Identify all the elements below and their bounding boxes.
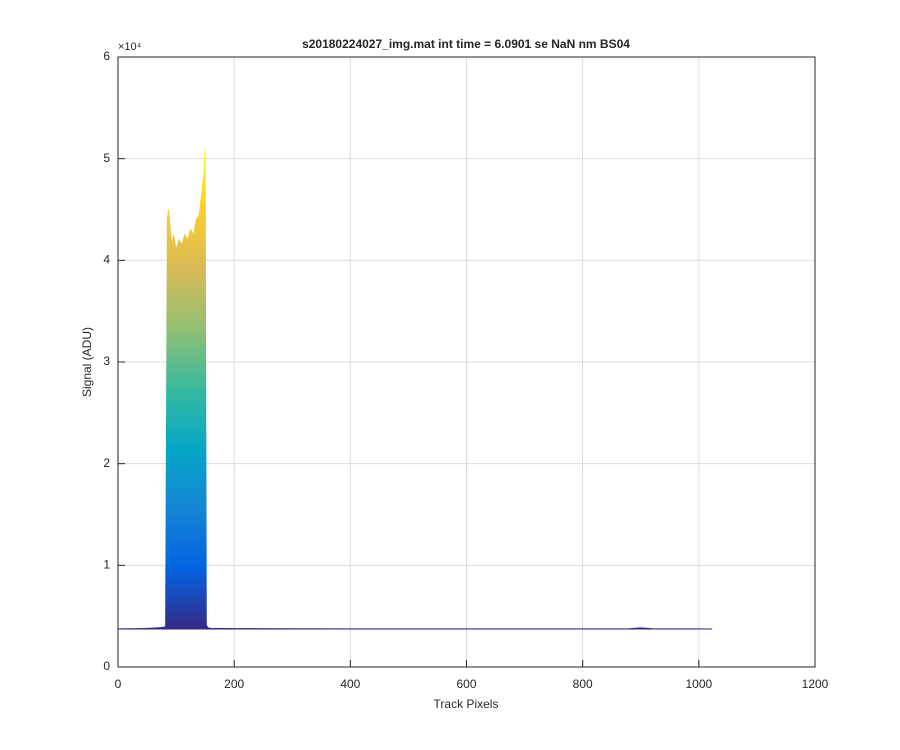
x-tick-label: 0	[115, 677, 122, 691]
y-tick-label: 6	[103, 49, 110, 63]
x-tick-label: 200	[224, 677, 244, 691]
y-tick-label: 0	[103, 659, 110, 673]
x-tick-label: 400	[340, 677, 360, 691]
x-tick-label: 600	[456, 677, 476, 691]
x-tick-label: 800	[573, 677, 593, 691]
y-tick-label: 3	[103, 354, 110, 368]
x-tick-label: 1200	[802, 677, 829, 691]
y-axis-label: Signal (ADU)	[80, 327, 94, 397]
y-tick-label: 2	[103, 456, 110, 470]
y-exponent: ×10⁴	[118, 41, 142, 53]
chart-title: s20180224027_img.mat int time = 6.0901 s…	[302, 37, 630, 51]
y-tick-label: 5	[103, 151, 110, 165]
x-tick-label: 1000	[685, 677, 712, 691]
y-tick-label: 4	[103, 253, 110, 267]
axes-box	[117, 56, 816, 668]
signal-area	[117, 148, 713, 630]
x-axis-label: Track Pixels	[434, 697, 499, 711]
y-tick-label: 1	[103, 558, 110, 572]
